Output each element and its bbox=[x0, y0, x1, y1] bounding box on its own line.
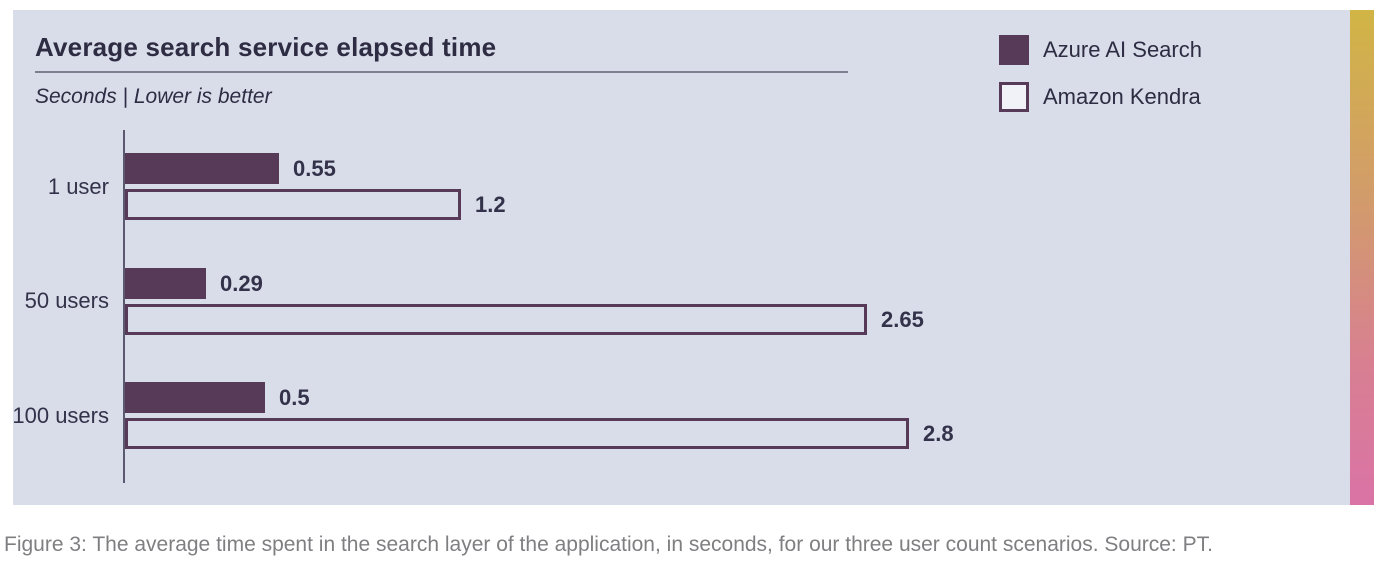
bar-value-label: 2.8 bbox=[923, 421, 954, 446]
legend-item-kendra: Amazon Kendra bbox=[999, 82, 1202, 112]
legend: Azure AI Search Amazon Kendra bbox=[999, 35, 1202, 112]
legend-swatch-outlined-icon bbox=[999, 82, 1029, 112]
figure-caption: Figure 3: The average time spent in the … bbox=[4, 533, 1213, 556]
bar-azure bbox=[125, 382, 265, 413]
bar-chart: 1 user 0.55 1.2 50 users 0.29 2.65 100 users 0.… bbox=[12, 130, 1343, 483]
category-label: 1 user bbox=[47, 173, 109, 199]
bar-value-label: 0.5 bbox=[279, 385, 310, 410]
bar-kendra bbox=[125, 303, 867, 335]
category-label: 100 users bbox=[12, 402, 109, 428]
bar-value-label: 0.29 bbox=[220, 270, 263, 296]
legend-swatch-filled-icon bbox=[999, 35, 1029, 65]
chart-title: Average search service elapsed time bbox=[35, 32, 497, 62]
legend-label-azure: Azure AI Search bbox=[1043, 37, 1202, 62]
legend-item-azure: Azure AI Search bbox=[999, 35, 1202, 65]
chart-subtitle: Seconds | Lower is better bbox=[35, 85, 272, 108]
y-axis-line bbox=[123, 130, 125, 483]
chart-panel: Average search service elapsed time Seco… bbox=[12, 10, 1350, 505]
bar-kendra bbox=[125, 418, 909, 449]
bar-value-label: 0.55 bbox=[293, 156, 336, 181]
bar-value-label: 2.65 bbox=[881, 306, 924, 332]
bar-azure bbox=[125, 153, 279, 184]
title-divider bbox=[35, 71, 848, 73]
category-label: 50 users bbox=[24, 288, 109, 313]
bar-kendra bbox=[125, 189, 461, 220]
decorative-gradient-strip bbox=[1350, 10, 1374, 505]
bar-value-label: 1.2 bbox=[475, 192, 506, 217]
bar-azure bbox=[125, 267, 206, 299]
legend-label-kendra: Amazon Kendra bbox=[1043, 84, 1201, 109]
